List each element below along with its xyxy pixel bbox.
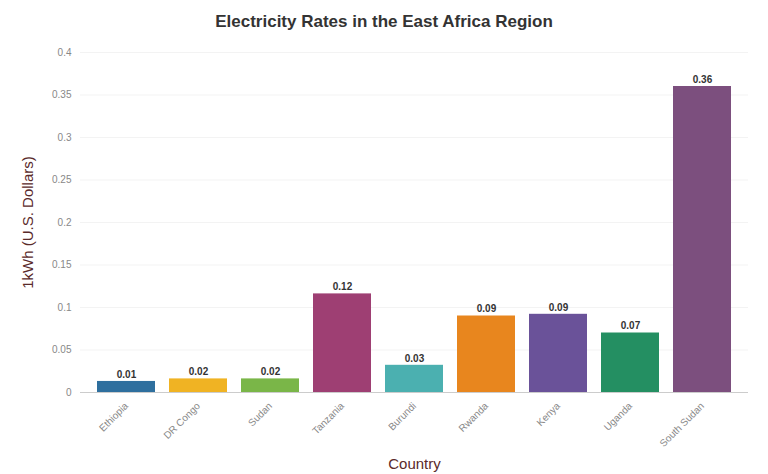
svg-text:Ethiopia: Ethiopia [97, 400, 131, 434]
svg-text:Burundi: Burundi [386, 400, 418, 432]
svg-text:Kenya: Kenya [534, 400, 562, 428]
svg-text:0.3: 0.3 [58, 132, 72, 143]
svg-text:0.07: 0.07 [621, 320, 641, 331]
svg-text:0.4: 0.4 [58, 47, 72, 58]
svg-text:0.2: 0.2 [58, 217, 72, 228]
svg-text:0.15: 0.15 [52, 259, 72, 270]
svg-text:0.25: 0.25 [52, 174, 72, 185]
svg-text:Sudan: Sudan [246, 400, 274, 428]
svg-text:0.36: 0.36 [693, 74, 713, 85]
svg-text:0: 0 [66, 387, 72, 398]
svg-text:Tanzania: Tanzania [310, 400, 346, 436]
svg-text:DR Congo: DR Congo [161, 400, 202, 441]
svg-text:South Sudan: South Sudan [658, 400, 707, 449]
svg-text:0.05: 0.05 [52, 344, 72, 355]
svg-text:0.12: 0.12 [333, 281, 353, 292]
svg-text:0.01: 0.01 [117, 369, 137, 380]
svg-text:1kWh (U.S. Dollars): 1kWh (U.S. Dollars) [19, 156, 36, 289]
svg-text:0.09: 0.09 [549, 302, 569, 313]
svg-text:Rwanda: Rwanda [456, 400, 490, 434]
svg-text:0.03: 0.03 [405, 353, 425, 364]
svg-text:0.09: 0.09 [477, 303, 497, 314]
svg-text:0.35: 0.35 [52, 89, 72, 100]
svg-text:Country: Country [388, 455, 441, 472]
svg-text:0.02: 0.02 [189, 366, 209, 377]
svg-text:Uganda: Uganda [602, 400, 635, 433]
svg-text:0.1: 0.1 [58, 302, 72, 313]
html-text:Electricity Rates in the East: Electricity Rates in the East Africa Reg… [215, 12, 553, 31]
svg-text:0.02: 0.02 [261, 366, 281, 377]
